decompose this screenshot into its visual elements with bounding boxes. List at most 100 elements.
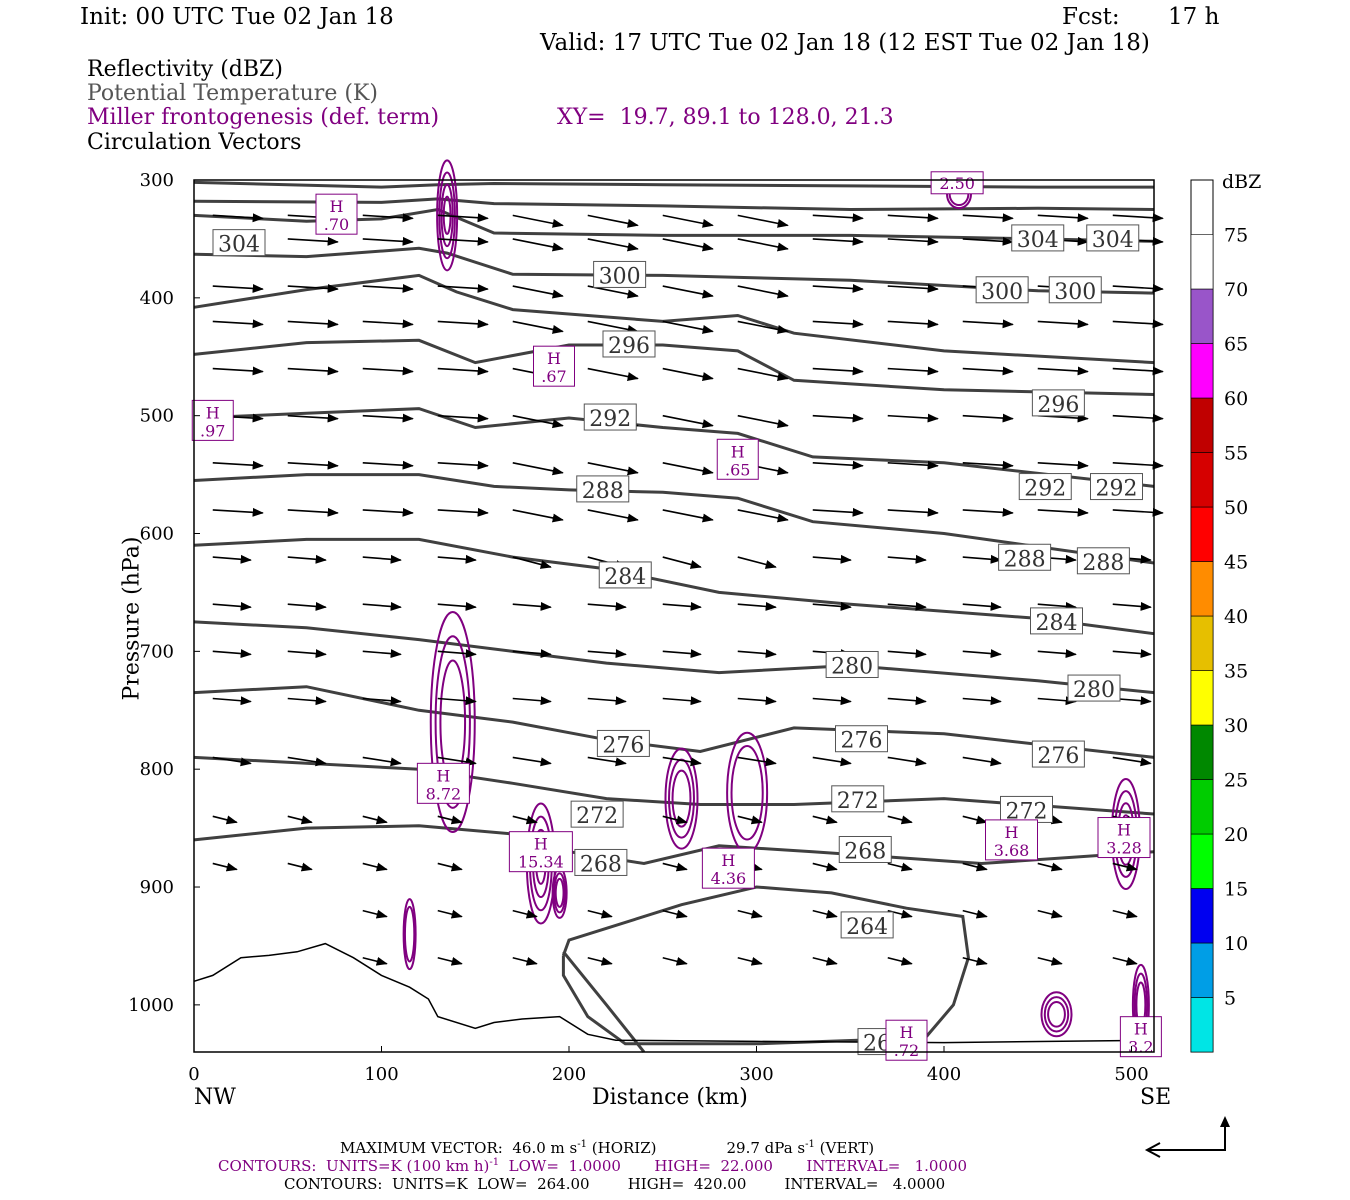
svg-text:H: H: [1117, 821, 1131, 840]
x-tick-label: 500: [1114, 1064, 1148, 1085]
colorbar-cell: [1190, 670, 1214, 726]
svg-text:296: 296: [608, 334, 650, 359]
frontogenesis-contour-info: CONTOURS: UNITS=K (100 km h)-1 LOW= 1.00…: [218, 1157, 968, 1175]
frontogenesis-max-label: H.72: [885, 1019, 928, 1061]
colorbar-label: 75: [1224, 225, 1248, 247]
svg-text:.97: .97: [200, 421, 225, 440]
theta-label: 304: [1086, 224, 1140, 253]
x-tick-label: 200: [552, 1064, 586, 1085]
colorbar-label: 60: [1224, 388, 1248, 410]
svg-text:288: 288: [582, 479, 624, 504]
frontogenesis-max-label: H15.34: [508, 831, 573, 873]
valid-time: Valid: 17 UTC Tue 02 Jan 18 (12 EST Tue …: [540, 30, 1150, 56]
theta-contour-labels: 304 304 304 300 300 300 296 296 292 292 292 288 288 2…: [212, 224, 1143, 1057]
frontogenesis-max-label: H.97: [191, 399, 234, 441]
svg-text:3.28: 3.28: [1106, 839, 1142, 858]
svg-text:H: H: [900, 1023, 914, 1042]
theta-label: 288: [998, 543, 1052, 572]
svg-text:272: 272: [576, 804, 618, 829]
svg-text:296: 296: [1037, 393, 1079, 418]
axes: 0 100 200 300 400 500 300 400 500 600 700 800 900 100…: [128, 170, 1148, 1085]
svg-text:300: 300: [1054, 280, 1096, 305]
theta-label: 280: [825, 650, 879, 679]
svg-text:H: H: [731, 442, 745, 461]
endpoint-se: SE: [1140, 1085, 1172, 1110]
theta-contours: [193, 180, 1155, 1053]
theta-label: 300: [1048, 276, 1102, 305]
x-tick-label: 300: [739, 1064, 773, 1085]
colorbar-cell: [1190, 997, 1214, 1053]
theta-label: 276: [1031, 740, 1085, 769]
svg-text:304: 304: [1017, 228, 1059, 253]
y-tick-label: 1000: [128, 995, 174, 1016]
colorbar-cell: [1190, 288, 1214, 344]
svg-text:280: 280: [831, 654, 873, 679]
svg-text:3.68: 3.68: [994, 841, 1030, 860]
colorbar-cell: [1190, 779, 1214, 835]
svg-text:H: H: [534, 835, 548, 854]
svg-text:288: 288: [1082, 551, 1124, 576]
colorbar-cell: [1190, 942, 1214, 998]
svg-text:276: 276: [1037, 744, 1079, 769]
svg-text:2.50: 2.50: [939, 174, 975, 193]
svg-text:264: 264: [846, 915, 888, 940]
frontogenesis-max-label: H.67: [533, 345, 575, 387]
x-tick-label: 100: [364, 1064, 398, 1085]
colorbar-cell: [1190, 724, 1214, 780]
colorbar-label: 30: [1224, 715, 1248, 737]
frontogenesis-max-label: H3.68: [985, 819, 1038, 861]
theta-label: 276: [835, 725, 888, 754]
frontogenesis-max-label: H3.28: [1097, 817, 1151, 859]
colorbar-label: 10: [1224, 933, 1248, 955]
theta-label: 264: [840, 911, 894, 940]
frontogenesis-max-label: H.70: [315, 193, 358, 235]
max-vector-text: MAXIMUM VECTOR: 46.0 m s-1 (HORIZ) 29.7 d…: [340, 1139, 875, 1157]
frontogenesis-max-label: H.65: [716, 438, 759, 480]
svg-text:.72: .72: [894, 1041, 919, 1060]
svg-text:292: 292: [1096, 477, 1138, 502]
colorbar-label: 50: [1224, 497, 1248, 519]
theta-label: 296: [1031, 389, 1085, 418]
legend-miller-frontogenesis: Miller frontogenesis (def. term): [87, 105, 440, 130]
terrain-line: [193, 942, 1155, 1044]
colorbar-label: 40: [1224, 606, 1248, 628]
theta-label: 296: [602, 330, 656, 359]
y-axis-title: Pressure (hPa): [119, 536, 145, 701]
theta-label: 272: [570, 800, 624, 829]
colorbar-cell: [1190, 452, 1214, 508]
frontogenesis-max-label: H4.36: [701, 847, 755, 889]
colorbar-label: 45: [1224, 552, 1248, 574]
svg-text:304: 304: [1092, 228, 1134, 253]
svg-text:304: 304: [218, 233, 260, 258]
theta-label: 272: [831, 785, 885, 814]
cross-section-endpoints: XY= 19.7, 89.1 to 128.0, 21.3: [557, 105, 894, 130]
endpoint-nw: NW: [194, 1085, 236, 1110]
svg-text:H: H: [721, 851, 735, 870]
theta-label: 268: [574, 848, 628, 877]
theta-label: 276: [596, 729, 650, 758]
svg-text:268: 268: [580, 852, 622, 877]
y-tick-label: 300: [140, 170, 174, 191]
colorbar-cell: [1190, 833, 1214, 889]
x-axis-title: Distance (km): [592, 1085, 748, 1110]
forecast-hour: 17 h: [1168, 4, 1220, 30]
theta-label: 284: [598, 561, 652, 590]
frontogenesis-max-label: H8.72: [416, 762, 470, 804]
y-tick-label: 900: [140, 877, 174, 898]
legend-reflectivity: Reflectivity (dBZ): [87, 57, 283, 82]
y-tick-label: 400: [140, 288, 174, 309]
svg-text:280: 280: [1073, 678, 1115, 703]
colorbar-label: 15: [1224, 879, 1248, 901]
colorbar-label: 5: [1224, 988, 1236, 1010]
dbz-colorbar: 5 10 15 20 25 30 35 40 45 50 55 60 65 70 75 dBZ: [1190, 171, 1261, 1053]
y-tick-label: 600: [140, 524, 174, 545]
colorbar-title: dBZ: [1222, 171, 1261, 193]
svg-text:276: 276: [841, 729, 883, 754]
colorbar-label: 65: [1224, 334, 1248, 356]
svg-text:H: H: [206, 403, 220, 422]
theta-label: 268: [838, 835, 892, 864]
svg-text:292: 292: [589, 407, 631, 432]
svg-text:H: H: [1134, 1020, 1148, 1039]
colorbar-cell: [1190, 234, 1214, 290]
colorbar-label: 55: [1224, 443, 1248, 465]
